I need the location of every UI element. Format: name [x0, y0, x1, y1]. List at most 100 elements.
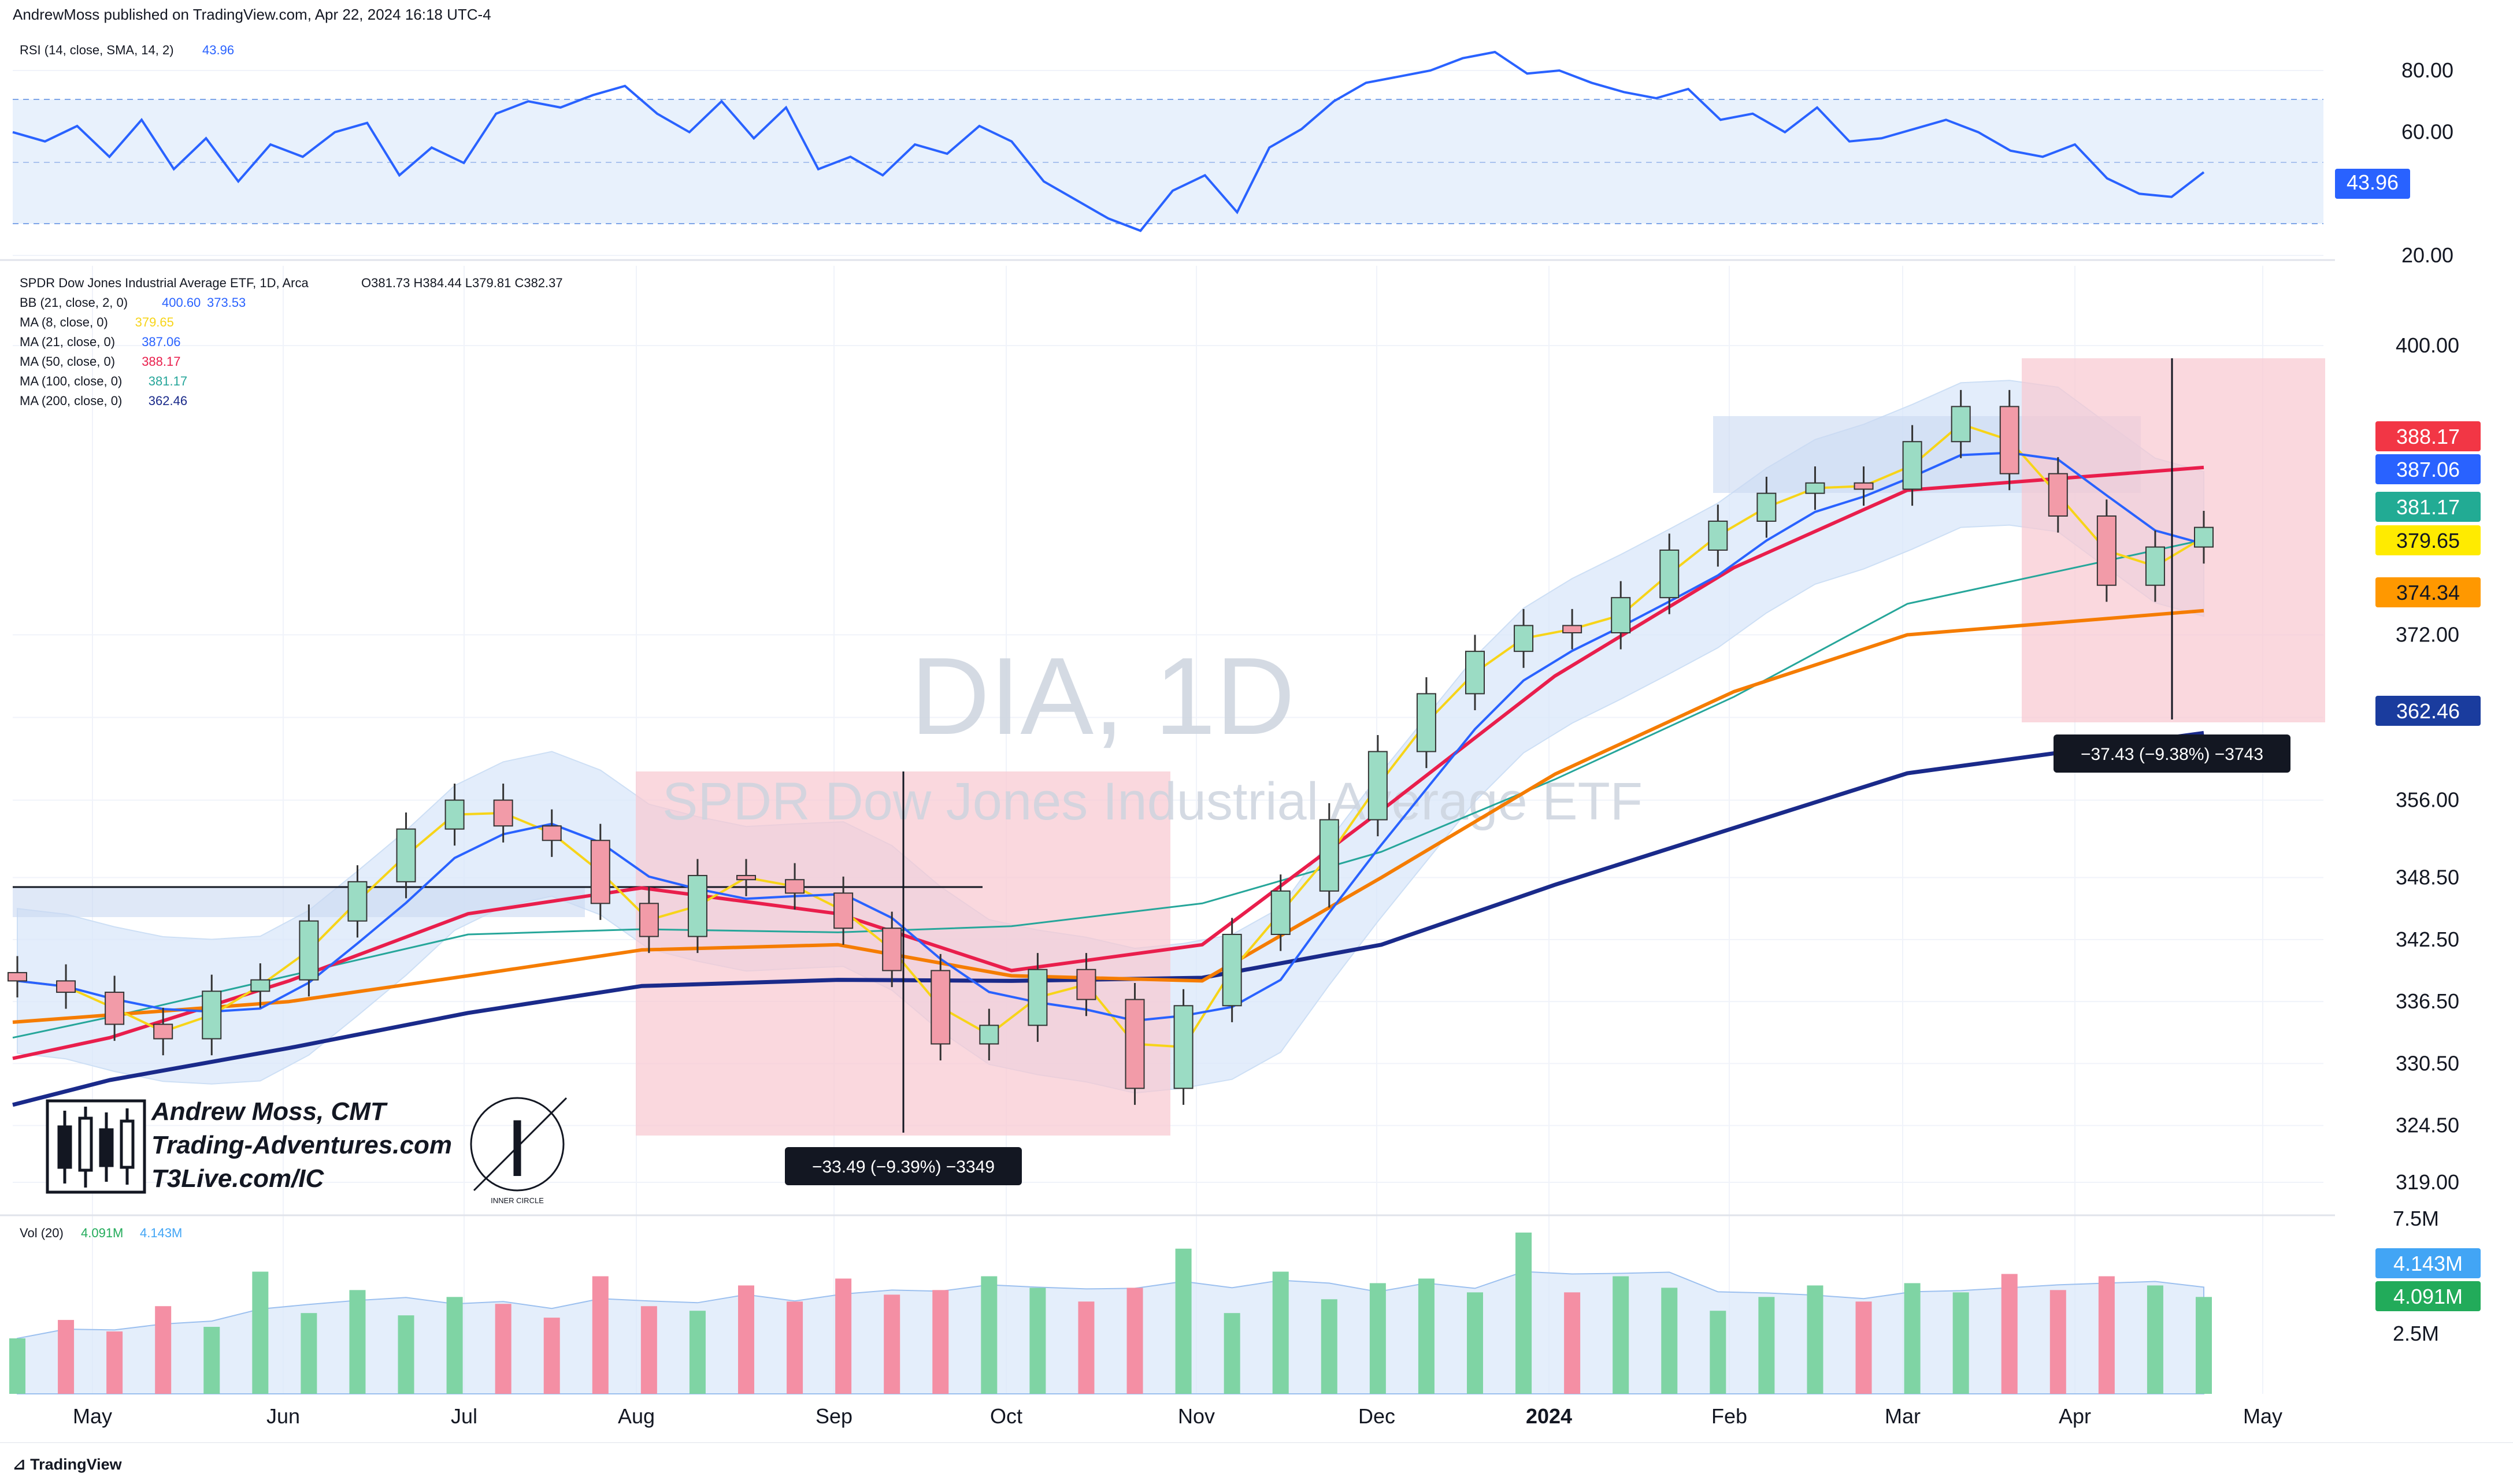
price-badge: [2375, 696, 2481, 726]
volume-bar: [1807, 1285, 1823, 1394]
candle-body: [1805, 482, 1825, 494]
rsi-legend: RSI (14, close, SMA, 14, 2): [20, 43, 174, 57]
volume-bar: [58, 1320, 75, 1394]
candle-body: [1028, 969, 1048, 1026]
rsi-panel[interactable]: RSI (14, close, SMA, 14, 2) 43.96: [12, 43, 2323, 232]
price-badge-label: 379.65: [2396, 529, 2460, 552]
volume-axis-label: 2.5M: [2393, 1322, 2439, 1345]
price-axis-label: 348.50: [2396, 866, 2459, 889]
time-axis-label: Mar: [1885, 1404, 1921, 1428]
volume-bar: [252, 1271, 269, 1394]
volume-bar: [1126, 1288, 1143, 1394]
moving-average-lines: [12, 422, 2205, 1107]
volume-bar: [835, 1278, 852, 1394]
volume-bar: [592, 1276, 609, 1394]
volume-bar: [398, 1315, 414, 1394]
ma200-line: [12, 730, 2204, 1107]
time-axis-label: 2024: [1526, 1404, 1572, 1428]
volume-bar: [349, 1290, 366, 1394]
candle-body: [1562, 625, 1582, 633]
candle-body: [590, 840, 610, 904]
price-badge-label: 387.06: [2396, 458, 2460, 481]
time-axis[interactable]: May Jun Jul Aug Sep Oct Nov Dec 2024 Feb Mar Apr May: [73, 1404, 2282, 1428]
volume-bar: [446, 1297, 463, 1394]
candle-body: [250, 979, 270, 992]
price-badge-label: 388.17: [2396, 425, 2460, 448]
price-badge: [2375, 421, 2481, 451]
volume-legend: Vol (20): [20, 1226, 64, 1240]
candle-body: [1902, 441, 1922, 490]
candle-body: [1659, 549, 1680, 599]
indicator-legend-label: MA (21, close, 0): [20, 335, 115, 349]
indicator-legend-label: MA (100, close, 0): [20, 374, 122, 388]
candle-body: [1999, 406, 2019, 474]
volume-bar: [932, 1290, 949, 1394]
volume-bar: [1710, 1311, 1726, 1394]
volume-bar: [1855, 1301, 1872, 1394]
candle-body: [299, 920, 319, 981]
tradingview-brand-text: TradingView: [30, 1456, 122, 1473]
price-legend[interactable]: SPDR Dow Jones Industrial Average ETF, 1…: [20, 276, 563, 408]
tradingview-logo-icon: ⊿: [13, 1456, 31, 1473]
branding-site: Trading-Adventures.com: [151, 1131, 452, 1159]
volume-bar: [1272, 1271, 1289, 1394]
candle-body: [542, 825, 562, 841]
volume-bar: [1515, 1232, 1532, 1394]
rsi-badge-label: 43.96: [2347, 170, 2399, 194]
price-axis-label: 330.50: [2396, 1051, 2459, 1075]
volume-axis-labels: 7.5M 2.5M: [2393, 1207, 2439, 1345]
candle-body: [979, 1025, 999, 1045]
volume-badges: 4.143M 4.091M: [2375, 1248, 2481, 1311]
candle-body: [2048, 473, 2068, 517]
candle-body: [444, 799, 465, 830]
volume-bar: [884, 1294, 900, 1394]
price-badge: [2375, 577, 2481, 607]
indicator-legend-label: BB (21, close, 2, 0): [20, 295, 128, 310]
candle-body: [8, 972, 27, 982]
rsi-axis-labels: 80.00 60.00 20.00: [2401, 58, 2453, 267]
measure-1-text: −33.49 (−9.39%) −3349: [812, 1157, 995, 1177]
candle-body: [931, 970, 951, 1045]
rsi-axis-label: 60.00: [2401, 120, 2453, 144]
tradingview-footer: ⊿ TradingView: [0, 1442, 2513, 1484]
volume-legend-value-1: 4.091M: [81, 1226, 123, 1240]
candle-body: [2194, 526, 2214, 548]
indicator-legend: BB (21, close, 2, 0) 400.60 373.53 MA (8, c…: [20, 295, 246, 408]
measure-2-label[interactable]: −37.43 (−9.38%) −3743: [2054, 734, 2290, 773]
volume-bar: [1175, 1248, 1192, 1394]
volume-bar: [301, 1313, 317, 1394]
volume-bars: [9, 1232, 2212, 1394]
volume-bar: [155, 1306, 172, 1394]
volume-axis-label: 7.5M: [2393, 1207, 2439, 1230]
candle-body: [882, 928, 902, 971]
volume-legend-value-2: 4.143M: [140, 1226, 182, 1240]
candle-body: [785, 879, 805, 894]
volume-badge: [2375, 1281, 2481, 1311]
price-axis-label: 342.50: [2396, 928, 2459, 951]
time-axis-label: Jul: [451, 1404, 477, 1428]
ma21-line: [17, 451, 2204, 1022]
ma100-line: [12, 539, 2204, 1039]
publisher-header: AndrewMoss published on TradingView.com,…: [0, 0, 2513, 35]
price-panel[interactable]: DIA, 1D SPDR Dow Jones Industrial Averag…: [8, 276, 2325, 1205]
indicator-legend-label: MA (8, close, 0): [20, 315, 108, 329]
measure-1-label[interactable]: −33.49 (−9.39%) −3349: [785, 1147, 1022, 1185]
volume-badge: [2375, 1248, 2481, 1278]
rsi-line: [12, 50, 2205, 232]
rsi-value-badge: 43.96: [2335, 169, 2410, 199]
branding-link: T3Live.com/IC: [151, 1164, 325, 1193]
price-axis-label: 372.00: [2396, 623, 2459, 647]
candle-body: [687, 875, 707, 937]
candle-body: [1951, 406, 1971, 443]
volume-bar: [1029, 1288, 1046, 1394]
volume-panel[interactable]: Vol (20) 4.091M 4.143M: [9, 1226, 2212, 1394]
candle-body: [1514, 625, 1534, 652]
volume-bar: [2001, 1274, 2018, 1394]
price-badge-label: 374.34: [2396, 581, 2460, 604]
candle-body: [1756, 492, 1777, 522]
volume-bar: [495, 1304, 512, 1394]
price-badge: [2375, 492, 2481, 522]
candle-body: [1416, 693, 1436, 752]
